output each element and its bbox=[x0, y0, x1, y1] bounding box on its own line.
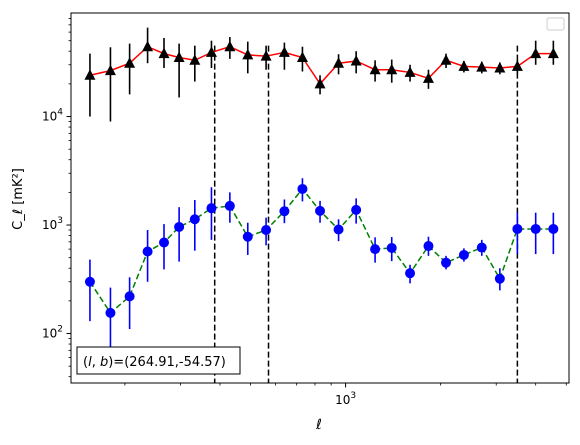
data-point-circle bbox=[315, 205, 326, 216]
data-point-circle bbox=[297, 183, 308, 194]
data-point-triangle bbox=[189, 54, 201, 65]
data-point-triangle bbox=[314, 77, 326, 89]
data-point-triangle bbox=[278, 46, 290, 57]
data-point-circle bbox=[189, 214, 200, 225]
y-tick-label: 103 bbox=[42, 216, 63, 232]
data-point-triangle bbox=[142, 40, 154, 52]
data-point-triangle bbox=[476, 61, 488, 72]
data-point-triangle bbox=[494, 62, 506, 73]
data-point-triangle bbox=[84, 69, 96, 80]
y-tick-label: 104 bbox=[42, 108, 63, 124]
data-point-circle bbox=[84, 276, 95, 287]
data-point-circle bbox=[458, 249, 469, 260]
data-point-triangle bbox=[530, 47, 542, 59]
plot-frame bbox=[70, 12, 570, 384]
data-point-circle bbox=[423, 241, 434, 252]
data-point-triangle bbox=[458, 60, 470, 71]
data-point-circle bbox=[261, 224, 272, 235]
y-axis-label: C_ℓ [mK²] bbox=[11, 168, 26, 230]
data-point-circle bbox=[370, 244, 381, 255]
data-point-circle bbox=[124, 291, 135, 302]
data-point-circle bbox=[279, 206, 290, 217]
legend-box bbox=[546, 17, 565, 31]
y-tick-label: 102 bbox=[42, 325, 63, 341]
data-point-triangle bbox=[224, 40, 236, 52]
data-point-triangle bbox=[511, 60, 523, 71]
plot-area bbox=[71, 13, 569, 383]
data-point-circle bbox=[105, 307, 116, 318]
data-point-triangle bbox=[104, 64, 116, 76]
data-point-circle bbox=[174, 221, 185, 232]
data-point-circle bbox=[441, 257, 452, 268]
data-point-circle bbox=[530, 223, 541, 234]
data-point-circle bbox=[548, 223, 559, 234]
data-point-triangle bbox=[205, 46, 217, 57]
data-point-triangle bbox=[350, 54, 362, 66]
data-point-circle bbox=[333, 224, 344, 235]
data-point-circle bbox=[351, 204, 362, 215]
data-point-triangle bbox=[296, 51, 308, 63]
data-point-triangle bbox=[242, 48, 254, 60]
x-tick-label: 103 bbox=[335, 391, 356, 407]
data-point-triangle bbox=[260, 50, 272, 61]
x-axis-label: ℓ bbox=[315, 417, 322, 433]
data-point-circle bbox=[242, 231, 253, 242]
data-point-circle bbox=[159, 237, 170, 248]
data-point-triangle bbox=[158, 47, 170, 59]
data-point-triangle bbox=[333, 57, 345, 68]
data-point-circle bbox=[224, 200, 235, 211]
data-point-triangle bbox=[404, 66, 416, 77]
annotation-text: (l, b)=(264.91,-54.57) bbox=[83, 355, 226, 370]
data-point-triangle bbox=[547, 47, 559, 59]
data-point-circle bbox=[386, 242, 397, 253]
data-point-triangle bbox=[440, 54, 452, 65]
data-point-circle bbox=[494, 273, 505, 284]
data-point-circle bbox=[206, 203, 217, 214]
data-point-circle bbox=[405, 268, 416, 279]
data-point-triangle bbox=[386, 63, 398, 75]
data-point-circle bbox=[476, 242, 487, 253]
data-point-triangle bbox=[369, 63, 381, 75]
data-point-circle bbox=[512, 223, 523, 234]
annotation-box: (l, b)=(264.91,-54.57) bbox=[76, 346, 241, 375]
data-point-circle bbox=[142, 246, 153, 257]
data-point-triangle bbox=[422, 72, 434, 83]
data-point-triangle bbox=[124, 57, 136, 68]
data-point-triangle bbox=[173, 51, 185, 63]
